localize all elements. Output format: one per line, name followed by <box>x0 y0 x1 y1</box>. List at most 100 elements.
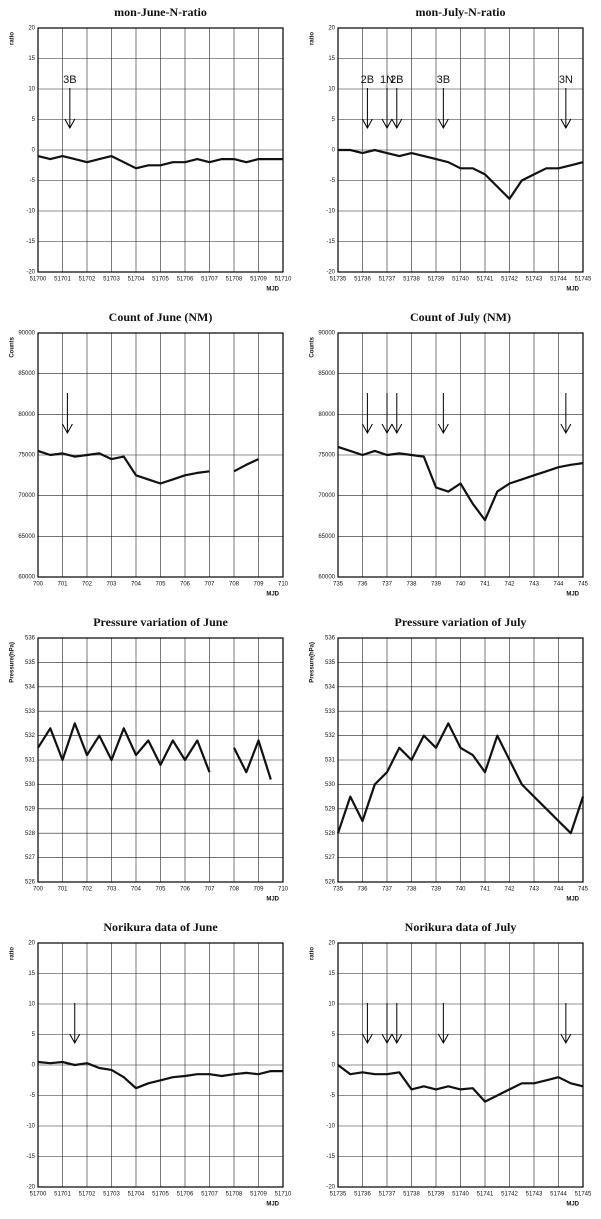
y-tick-label: 65000 <box>318 534 335 540</box>
y-tick-label: -15 <box>326 239 335 245</box>
y-tick-label: 5 <box>332 1032 336 1038</box>
x-tick-label: 51709 <box>250 277 267 283</box>
x-tick-label: 738 <box>406 887 417 893</box>
y-tick-label: 535 <box>325 660 336 666</box>
x-tick-label: 737 <box>382 582 393 588</box>
y-axis-label: ratio <box>310 32 316 45</box>
x-tick-label: 709 <box>253 582 264 588</box>
x-tick-label: 51707 <box>201 1192 218 1198</box>
x-tick-label: 51703 <box>103 1192 120 1198</box>
x-tick-label: 744 <box>553 887 564 893</box>
y-tick-label: 528 <box>325 831 336 837</box>
x-tick-label: 702 <box>82 887 93 893</box>
event-arrow <box>560 88 572 130</box>
x-tick-label: 705 <box>155 887 166 893</box>
y-tick-label: 15 <box>328 56 335 62</box>
x-tick-label: 740 <box>455 887 466 893</box>
x-tick-label: 51742 <box>501 277 518 283</box>
event-arrow <box>361 393 373 435</box>
x-tick-label: 739 <box>431 582 442 588</box>
y-tick-label: 90000 <box>18 331 35 337</box>
y-tick-label: 80000 <box>318 412 335 418</box>
y-tick-label: -10 <box>26 1124 35 1130</box>
x-tick-label: 745 <box>578 582 589 588</box>
y-tick-label: 527 <box>25 855 36 861</box>
plot-frame <box>37 332 284 578</box>
y-tick-label: 65000 <box>18 534 35 540</box>
y-tick-label: 5 <box>32 117 36 123</box>
y-tick-label: 536 <box>25 636 36 642</box>
x-tick-label: 704 <box>131 582 142 588</box>
y-tick-label: -5 <box>30 1093 36 1099</box>
x-axis-label: MJD <box>566 592 579 598</box>
y-tick-label: 15 <box>28 56 35 62</box>
x-tick-label: 745 <box>578 887 589 893</box>
chart-title: Pressure variation of June <box>93 615 228 629</box>
y-tick-label: -5 <box>330 178 336 184</box>
y-tick-label: 20 <box>328 941 335 947</box>
y-tick-label: 531 <box>25 758 36 764</box>
y-tick-label: 529 <box>325 806 336 812</box>
x-tick-label: 51702 <box>79 1192 96 1198</box>
chart-title: mon-June-N-ratio <box>114 5 207 19</box>
y-tick-label: 20 <box>328 26 335 32</box>
y-tick-label: 75000 <box>18 453 35 459</box>
y-tick-label: 10 <box>328 87 335 93</box>
x-tick-label: 701 <box>57 887 68 893</box>
x-tick-label: 51708 <box>226 277 243 283</box>
y-tick-label: 530 <box>325 782 336 788</box>
x-tick-label: 51701 <box>54 277 71 283</box>
x-tick-label: 701 <box>57 582 68 588</box>
data-line <box>37 155 283 170</box>
x-tick-label: 708 <box>229 582 240 588</box>
x-tick-label: 51744 <box>550 277 567 283</box>
event-arrow <box>391 88 403 130</box>
x-tick-label: 735 <box>333 887 344 893</box>
event-arrow <box>381 88 393 130</box>
event-arrow <box>391 393 403 435</box>
y-tick-label: 15 <box>28 971 35 977</box>
y-tick-label: 536 <box>325 636 336 642</box>
event-label: 1N <box>380 74 394 86</box>
y-tick-label: -20 <box>26 1185 35 1191</box>
event-arrow <box>61 393 73 435</box>
x-axis-label: MJD <box>266 1202 279 1208</box>
x-tick-label: 51736 <box>354 1192 371 1198</box>
event-arrow <box>560 1003 572 1045</box>
y-tick-label: 529 <box>25 806 36 812</box>
x-tick-label: 51705 <box>152 1192 169 1198</box>
x-tick-label: 742 <box>504 582 515 588</box>
x-tick-label: 51705 <box>152 277 169 283</box>
x-tick-label: 736 <box>357 887 368 893</box>
event-arrow <box>361 88 373 130</box>
data-line <box>37 1060 283 1090</box>
y-tick-label: 0 <box>32 1063 36 1069</box>
y-tick-label: 532 <box>25 733 36 739</box>
chart-title: Norikura data of June <box>103 920 218 934</box>
x-axis-label: MJD <box>266 287 279 293</box>
x-tick-label: 51710 <box>275 1192 292 1198</box>
x-tick-label: 707 <box>204 887 215 893</box>
y-tick-label: -10 <box>26 209 35 215</box>
x-tick-label: 704 <box>131 887 142 893</box>
x-tick-label: 705 <box>155 582 166 588</box>
x-tick-label: 710 <box>278 582 289 588</box>
x-tick-label: 703 <box>106 887 117 893</box>
event-arrow <box>69 1003 81 1045</box>
x-tick-label: 741 <box>480 582 491 588</box>
x-tick-label: 51744 <box>550 1192 567 1198</box>
chart-title: Pressure variation of July <box>395 615 527 629</box>
x-tick-label: 706 <box>180 582 191 588</box>
event-label: 3B <box>437 74 450 86</box>
x-tick-label: 735 <box>333 582 344 588</box>
y-axis-label: Counts <box>310 336 316 357</box>
y-tick-label: 533 <box>325 709 336 715</box>
event-arrow <box>560 393 572 435</box>
y-tick-label: -20 <box>326 1185 335 1191</box>
x-tick-label: 706 <box>180 887 191 893</box>
y-tick-label: 534 <box>25 684 36 690</box>
y-tick-label: 526 <box>325 880 336 886</box>
x-tick-label: 51737 <box>379 1192 396 1198</box>
x-tick-label: 51702 <box>79 277 96 283</box>
